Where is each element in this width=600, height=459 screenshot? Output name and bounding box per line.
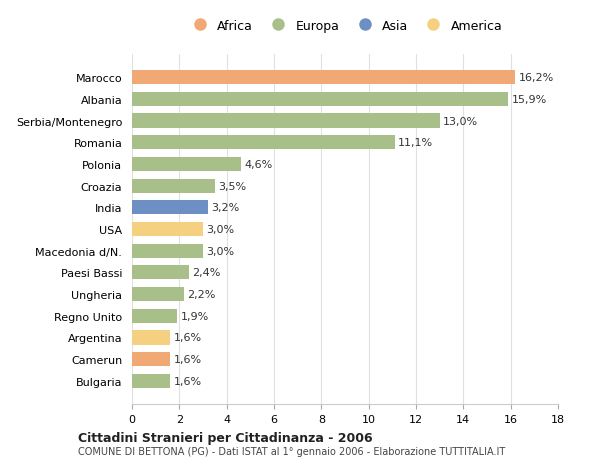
Text: 1,6%: 1,6% [173,354,202,364]
Bar [132,244,203,258]
Text: 3,2%: 3,2% [211,203,239,213]
Text: 1,6%: 1,6% [173,376,202,386]
Bar [132,179,215,193]
Bar [132,223,203,236]
Text: 3,5%: 3,5% [218,181,247,191]
Bar [132,266,189,280]
Bar [132,71,515,85]
Text: 3,0%: 3,0% [206,224,235,235]
Text: 13,0%: 13,0% [443,116,478,126]
Bar [132,157,241,172]
Bar [132,136,395,150]
Text: Cittadini Stranieri per Cittadinanza - 2006: Cittadini Stranieri per Cittadinanza - 2… [78,431,373,444]
Text: 11,1%: 11,1% [398,138,433,148]
Text: 2,4%: 2,4% [193,268,221,278]
Bar [132,201,208,215]
Text: 2,2%: 2,2% [188,290,216,299]
Text: 1,9%: 1,9% [181,311,209,321]
Text: 16,2%: 16,2% [519,73,554,83]
Bar [132,287,184,302]
Bar [132,330,170,345]
Legend: Africa, Europa, Asia, America: Africa, Europa, Asia, America [184,16,506,36]
Text: 4,6%: 4,6% [244,160,272,169]
Bar [132,353,170,366]
Bar [132,114,440,129]
Bar [132,309,177,323]
Text: 15,9%: 15,9% [512,95,547,105]
Bar [132,374,170,388]
Bar [132,93,508,106]
Text: COMUNE DI BETTONA (PG) - Dati ISTAT al 1° gennaio 2006 - Elaborazione TUTTITALIA: COMUNE DI BETTONA (PG) - Dati ISTAT al 1… [78,447,505,456]
Text: 3,0%: 3,0% [206,246,235,256]
Text: 1,6%: 1,6% [173,333,202,343]
